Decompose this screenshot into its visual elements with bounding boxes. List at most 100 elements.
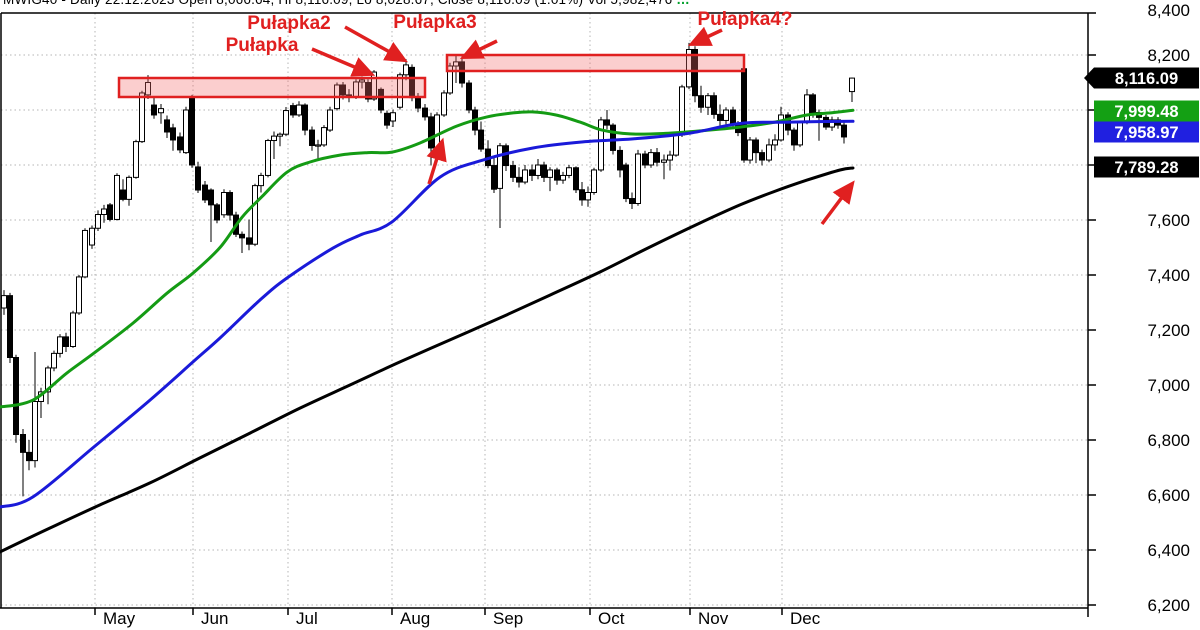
candle-down — [753, 139, 759, 154]
price-tag-ma-fast: 7,999.48 — [1114, 103, 1178, 121]
price-tag-ma-slow: 7,789.28 — [1114, 159, 1178, 177]
y-axis-label: 6,800 — [1147, 431, 1190, 450]
candle-down — [246, 237, 252, 245]
candle-up — [327, 109, 333, 131]
annotation-arrow — [311, 47, 376, 77]
candle-up — [591, 169, 597, 193]
candle-up — [70, 312, 76, 348]
candle-up — [321, 127, 327, 146]
y-axis-label: 8,400 — [1147, 1, 1190, 20]
resistance-zone-1 — [117, 76, 427, 99]
candle-down — [692, 49, 698, 97]
candle-down — [573, 167, 579, 191]
candle-up — [76, 276, 82, 314]
candle-up — [804, 94, 810, 123]
candle-down — [610, 124, 616, 151]
chart-title-change-indicator: … — [676, 0, 690, 7]
candle-up — [723, 109, 729, 121]
candle-down — [189, 96, 195, 166]
candle-up — [766, 144, 772, 161]
candle-up — [158, 108, 164, 114]
candle-up — [598, 119, 604, 171]
candle-up — [283, 110, 289, 135]
candle-down — [428, 116, 434, 149]
candle-up — [101, 208, 107, 215]
candle-down — [195, 166, 201, 191]
y-axis-label: 7,600 — [1147, 211, 1190, 230]
x-axis-month-label: Sep — [493, 609, 523, 628]
candle-down — [415, 97, 421, 109]
candle-up — [57, 336, 63, 354]
candle-up — [1, 295, 7, 309]
candle-up — [258, 174, 264, 187]
candle-up — [797, 121, 803, 146]
candle-up — [705, 95, 711, 108]
candle-up — [114, 174, 120, 220]
candle-up — [849, 77, 855, 93]
candle-down — [63, 336, 69, 347]
candle-up — [139, 92, 145, 143]
candle-up — [497, 145, 503, 189]
candle-down — [741, 68, 747, 161]
candle-down — [730, 109, 736, 126]
price-tag-ma-mid: 7,958.97 — [1114, 124, 1178, 142]
price-tag-ma-slow-bg — [1094, 156, 1199, 178]
candle-down — [151, 104, 157, 116]
candle-down — [120, 189, 126, 200]
candle-up — [441, 92, 447, 116]
y-axis-label: 7,400 — [1147, 266, 1190, 285]
candle-down — [290, 105, 296, 116]
candle-down — [654, 152, 660, 163]
candle-up — [45, 367, 51, 393]
candle-up — [585, 192, 591, 201]
candle-down — [579, 189, 585, 201]
candle-down — [617, 149, 623, 171]
annotation-label: Pułapka3 — [393, 12, 476, 33]
candle-down — [529, 169, 535, 176]
annotation-label: Pułapka — [226, 35, 299, 56]
x-axis-month-label: Dec — [790, 609, 821, 628]
candle-up — [648, 152, 654, 166]
x-axis-month-label: Oct — [598, 609, 625, 628]
candle-up — [778, 114, 784, 141]
candle-down — [239, 233, 245, 239]
candle-up — [522, 169, 528, 183]
candle-up — [51, 352, 57, 369]
annotation-arrow — [459, 39, 498, 59]
chart-title: MWIG40 - Daily 22.12.2023 Open 8,066.64,… — [3, 0, 690, 7]
candle-up — [82, 229, 88, 278]
annotation-arrow — [344, 25, 408, 63]
y-axis-label: 6,400 — [1147, 541, 1190, 560]
candle-down — [170, 127, 176, 141]
candle-up — [271, 135, 277, 142]
candle-up — [686, 49, 692, 88]
candle-down — [466, 82, 472, 111]
y-axis-label: 6,600 — [1147, 486, 1190, 505]
candle-down — [26, 451, 32, 462]
price-tag-ma-mid-bg — [1094, 121, 1199, 143]
candle-up — [32, 401, 38, 462]
candle-up — [667, 154, 673, 161]
candle-up — [673, 134, 679, 156]
candle-down — [202, 184, 208, 201]
candle-down — [20, 434, 26, 453]
y-axis-label: 8,200 — [1147, 46, 1190, 65]
candle-down — [459, 61, 465, 84]
x-axis-month-label: Aug — [400, 609, 430, 628]
candle-up — [126, 176, 132, 200]
candle-up — [315, 144, 321, 147]
candle-up — [566, 167, 572, 176]
candle-down — [516, 176, 522, 183]
y-axis-label: 6,200 — [1147, 596, 1190, 615]
candle-up — [829, 119, 835, 128]
annotation-arrow — [820, 180, 855, 226]
price-tag-last: 8,116.09 — [1115, 70, 1178, 88]
candle-down — [541, 164, 547, 178]
candle-down — [340, 84, 346, 96]
candle-down — [642, 153, 648, 166]
candle-up — [359, 79, 365, 83]
candle-down — [698, 95, 704, 108]
y-axis-label: 7,000 — [1147, 376, 1190, 395]
annotation-label: Pułapka2 — [247, 13, 330, 34]
